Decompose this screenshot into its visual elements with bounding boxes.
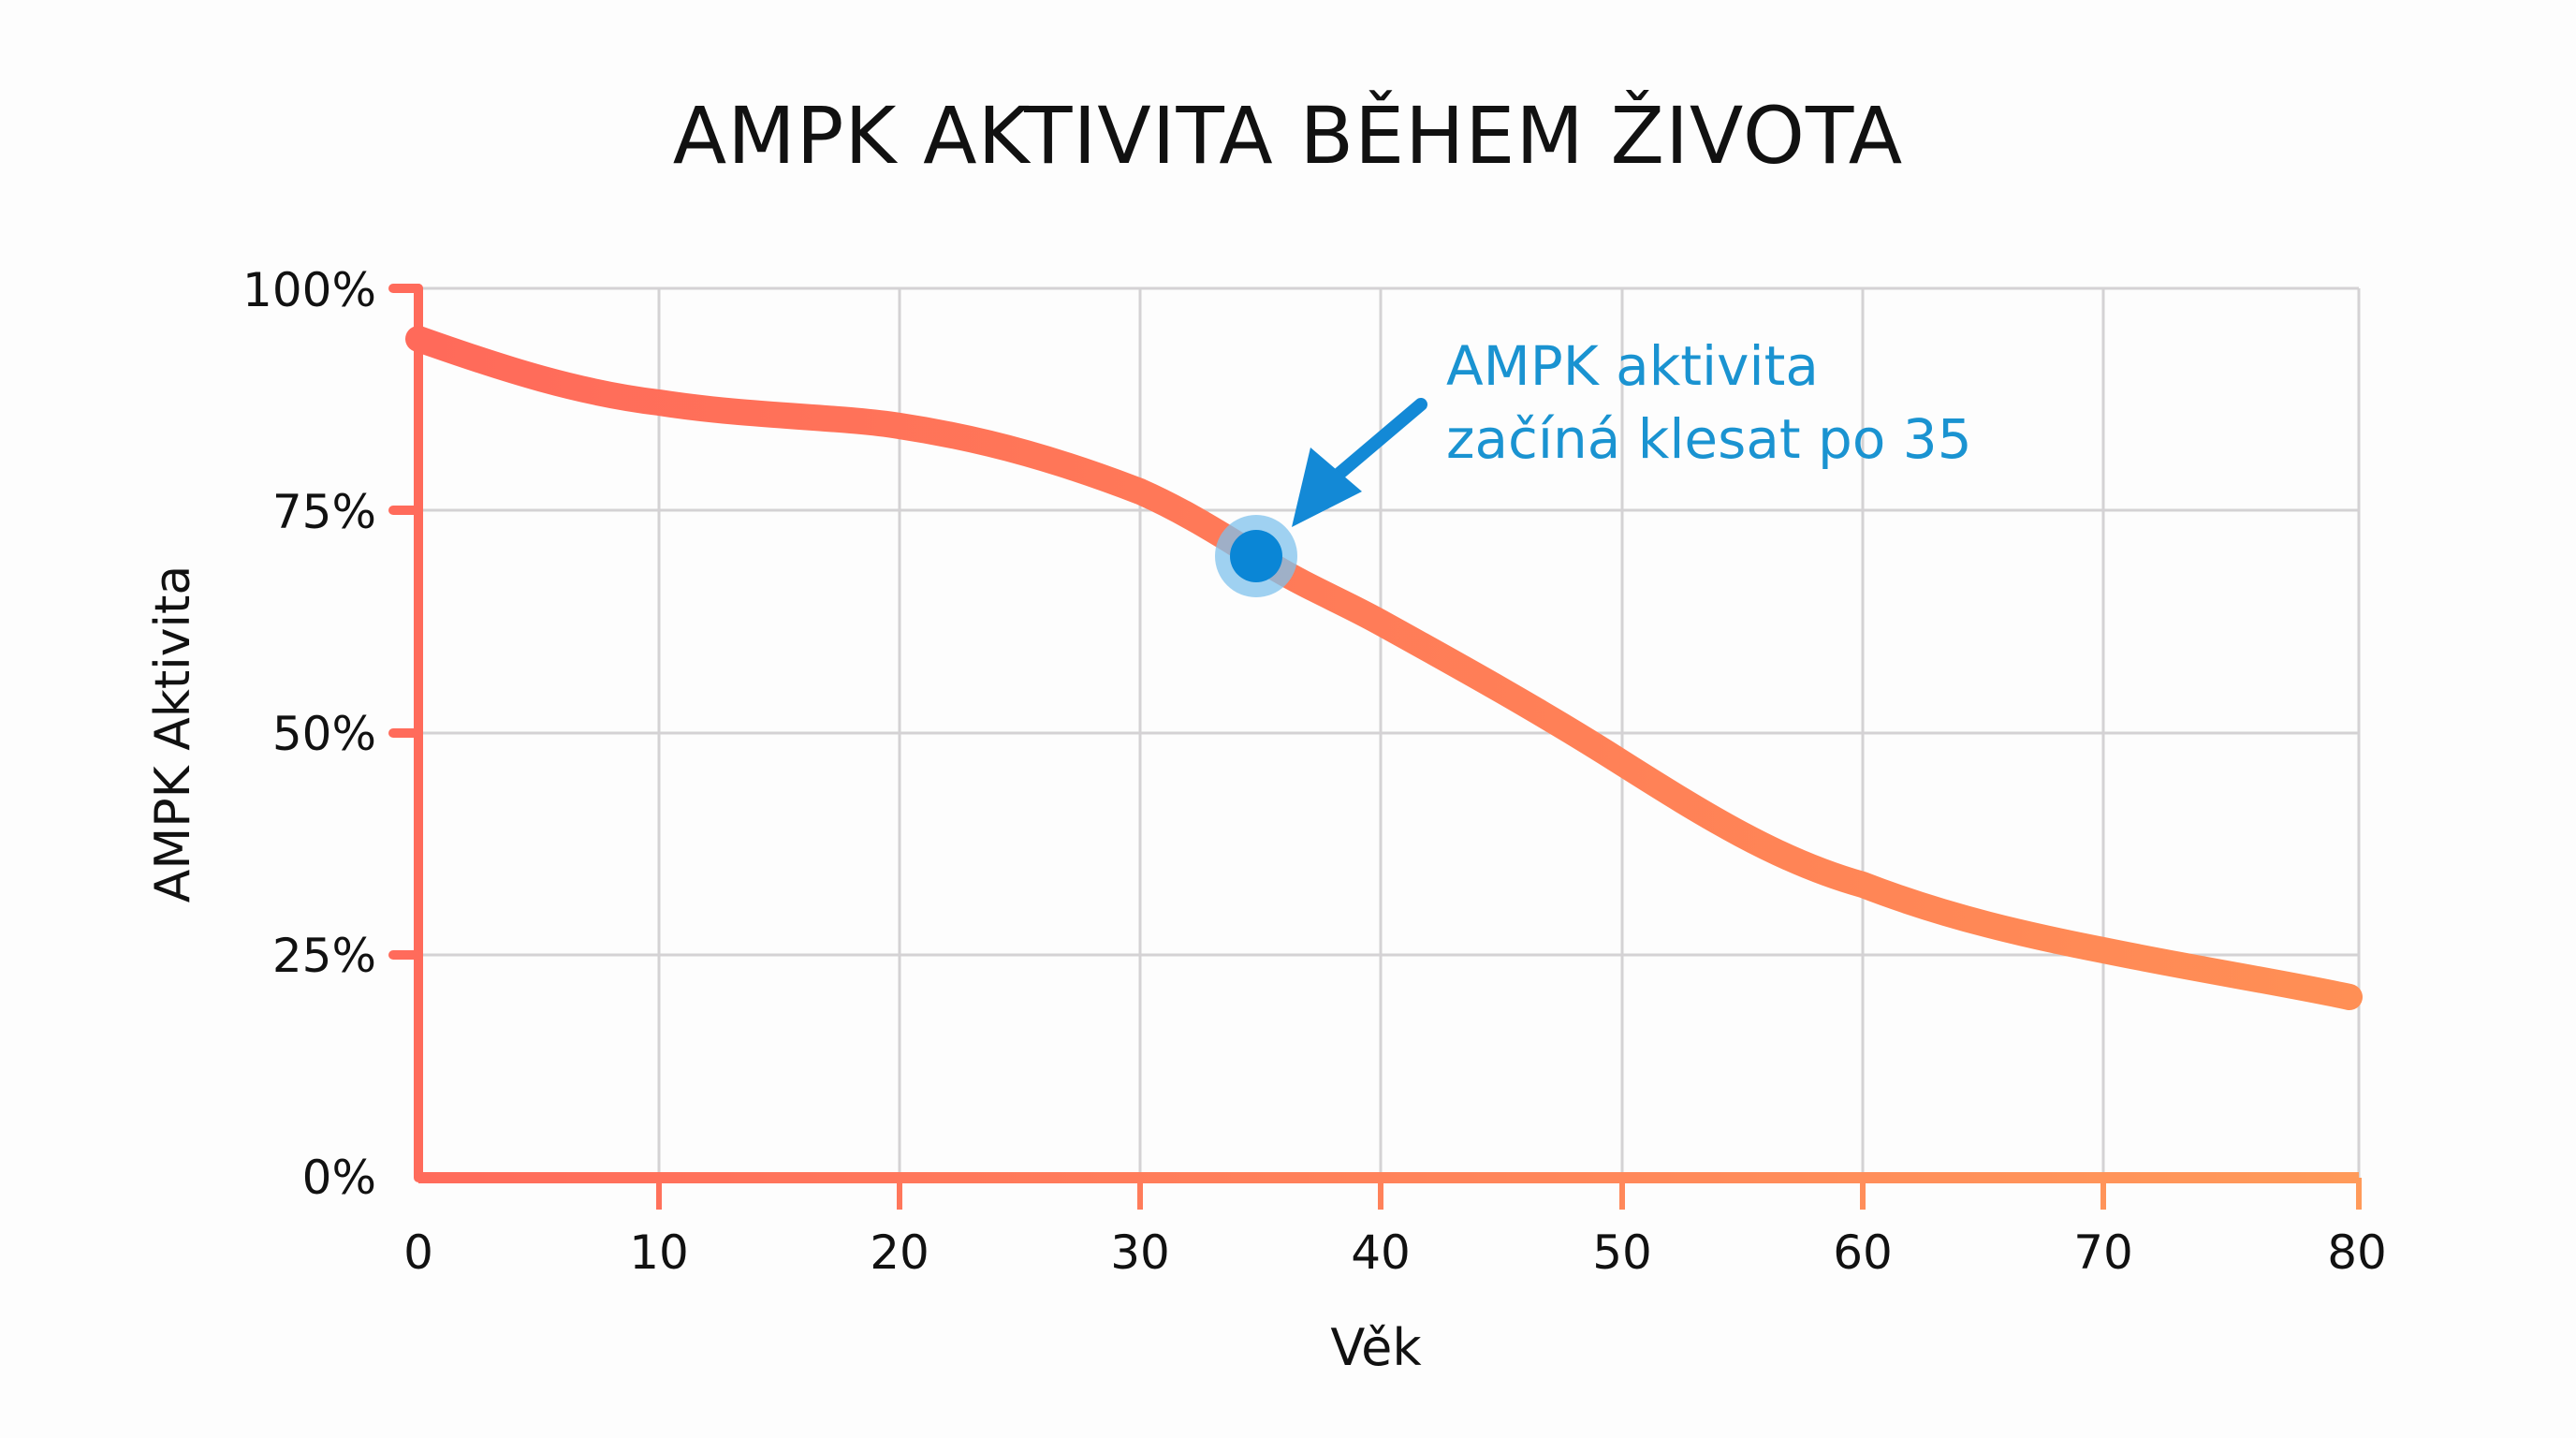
x-axis-label: Věk bbox=[1330, 1318, 1422, 1377]
x-tick-label: 40 bbox=[1351, 1225, 1411, 1280]
chart-title: AMPK AKTIVITA BĚHEM ŽIVOTA bbox=[672, 90, 1904, 182]
ampk-activity-line bbox=[405, 326, 2363, 1010]
y-tick-label: 75% bbox=[272, 485, 376, 539]
y-tick-labels: 100% 75% 50% 25% 0% bbox=[242, 263, 376, 1205]
y-tick-label: 50% bbox=[272, 707, 376, 761]
annotation-text: AMPK aktivita začíná klesat po 35 bbox=[1446, 330, 1972, 476]
annotation-line-2: začíná klesat po 35 bbox=[1446, 407, 1972, 471]
x-tick-labels: 0 10 20 30 40 50 60 70 80 bbox=[403, 1225, 2387, 1280]
x-tick-label: 50 bbox=[1592, 1225, 1652, 1280]
x-axis bbox=[418, 1172, 2362, 1210]
x-tick-label: 20 bbox=[870, 1225, 929, 1280]
annotation-arrow-icon bbox=[1292, 398, 1427, 527]
y-axis bbox=[388, 284, 423, 1182]
y-tick-label: 25% bbox=[272, 929, 376, 983]
x-tick-label: 10 bbox=[629, 1225, 689, 1280]
x-tick-label: 0 bbox=[403, 1225, 433, 1280]
annotation-marker bbox=[1215, 515, 1297, 597]
y-axis-label: AMPK Aktivita bbox=[145, 565, 201, 903]
y-tick-label: 100% bbox=[242, 263, 376, 317]
x-tick-label: 60 bbox=[1833, 1225, 1893, 1280]
x-tick-label: 70 bbox=[2073, 1225, 2133, 1280]
x-tick-label: 80 bbox=[2327, 1225, 2387, 1280]
y-tick-label: 0% bbox=[302, 1151, 376, 1205]
annotation-line-1: AMPK aktivita bbox=[1446, 334, 1819, 398]
x-tick-label: 30 bbox=[1110, 1225, 1170, 1280]
